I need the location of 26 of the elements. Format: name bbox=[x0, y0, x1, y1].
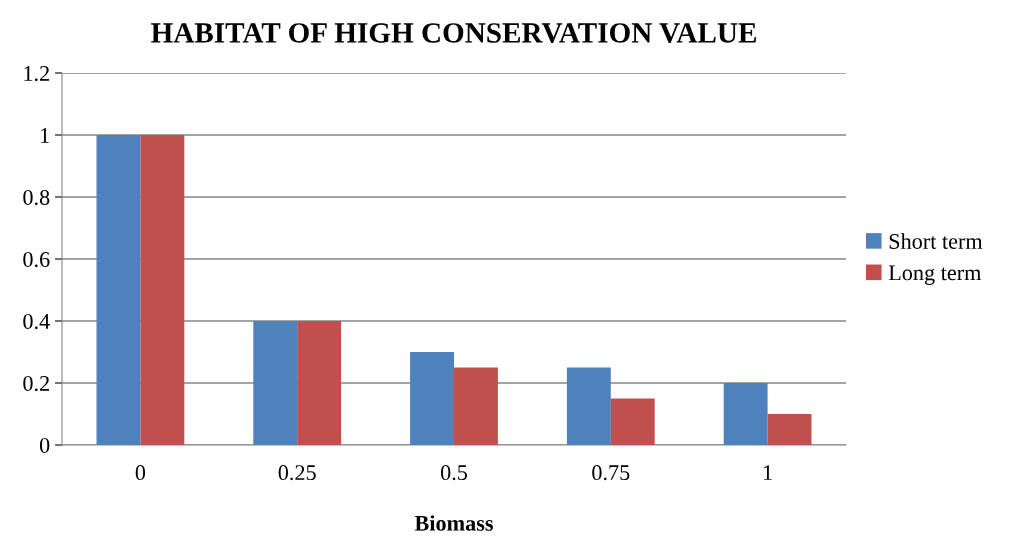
bar bbox=[454, 367, 498, 445]
bar bbox=[297, 321, 342, 445]
bar bbox=[96, 135, 141, 445]
bar bbox=[140, 135, 185, 445]
y-tick-label: 1 bbox=[41, 128, 49, 143]
bar bbox=[767, 414, 812, 445]
x-tick-label: 0 bbox=[135, 465, 146, 481]
y-tick-label: 0.4 bbox=[23, 313, 50, 330]
x-tick-label: 0.5 bbox=[440, 465, 468, 481]
x-tick-label: 0.25 bbox=[278, 465, 316, 481]
x-tick-label: 1 bbox=[764, 465, 772, 480]
x-axis-title: Biomass bbox=[414, 515, 493, 531]
bar bbox=[410, 352, 454, 445]
y-tick-label: 0.2 bbox=[23, 375, 49, 392]
y-tick-label: 1.2 bbox=[24, 65, 49, 82]
bar bbox=[610, 398, 655, 445]
legend-label: Short term bbox=[889, 233, 983, 249]
y-tick-label: 0.6 bbox=[23, 251, 50, 268]
legend-label: Long term bbox=[888, 265, 982, 285]
bar bbox=[566, 367, 611, 445]
bar bbox=[253, 321, 298, 445]
y-tick-label: 0 bbox=[39, 437, 50, 453]
y-tick-label: 0.8 bbox=[23, 189, 50, 206]
chart-title: HABITAT OF HIGH CONSERVATION VALUE bbox=[151, 23, 756, 43]
bar bbox=[723, 383, 768, 445]
x-tick-label: 0.75 bbox=[592, 465, 630, 481]
